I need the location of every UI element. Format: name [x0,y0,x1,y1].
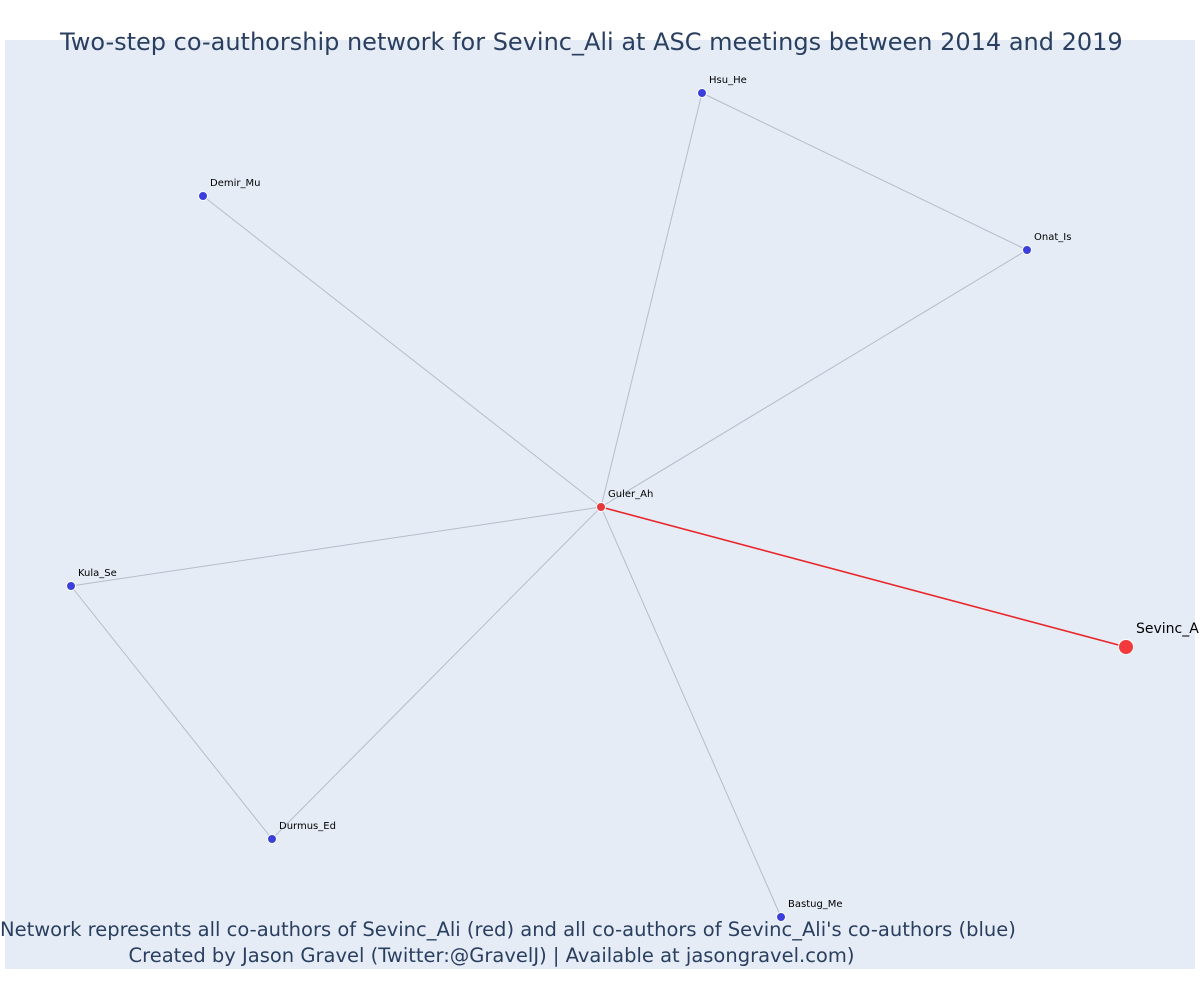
footer-note: Network represents all co-authors of Sev… [0,918,1016,941]
node-guler-ah[interactable] [596,502,606,512]
node-bastug-me[interactable] [776,912,786,922]
node-label-kula-se: Kula_Se [78,568,117,579]
node-label-sevinc-ali: Sevinc_A [1136,621,1199,637]
node-durmus-ed[interactable] [267,834,277,844]
node-onat-is[interactable] [1022,245,1032,255]
edge-guler-ah-sevinc-ali [600,506,1127,648]
node-kula-se[interactable] [66,581,76,591]
node-sevinc-ali[interactable] [1118,639,1134,655]
edge-guler-ah-durmus-ed [271,506,602,840]
node-label-onat-is: Onat_Is [1034,232,1071,243]
edges-layer [70,92,1127,918]
node-label-demir-mu: Demir_Mu [210,178,260,189]
chart-title: Two-step co-authorship network for Sevin… [60,28,1123,56]
footer-credit: Created by Jason Gravel (Twitter:@Gravel… [128,944,855,967]
edge-guler-ah-kula-se [70,506,602,587]
chart-footer: Network represents all co-authors of Sev… [0,917,1016,969]
node-label-durmus-ed: Durmus_Ed [279,821,336,832]
node-label-guler-ah: Guler_Ah [608,489,653,500]
edge-guler-ah-hsu-he [600,92,703,508]
labels-layer: Sevinc_A Guler_Ah Hsu_He Demir_Mu Onat_Is Kul… [78,75,1199,910]
node-demir-mu[interactable] [198,191,208,201]
node-label-hsu-he: Hsu_He [709,75,747,86]
edge-kula-se-durmus-ed [70,585,273,840]
edge-guler-ah-onat-is [600,249,1028,508]
node-hsu-he[interactable] [697,88,707,98]
edge-hsu-he-onat-is [701,92,1028,251]
edge-guler-ah-demir-mu [202,195,602,508]
node-label-bastug-me: Bastug_Me [788,899,843,910]
edge-guler-ah-bastug-me [600,506,782,918]
nodes-layer [66,88,1134,922]
